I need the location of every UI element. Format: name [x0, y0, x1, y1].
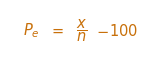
Text: $100$: $100$ [109, 23, 138, 39]
Text: $\dfrac{\mathit{x}}{\mathit{n}}$: $\dfrac{\mathit{x}}{\mathit{n}}$ [76, 18, 88, 44]
Text: $-$: $-$ [96, 24, 108, 38]
Text: $\mathit{P}_{\mathit{e}}$: $\mathit{P}_{\mathit{e}}$ [23, 22, 40, 40]
Text: $=$: $=$ [49, 24, 65, 38]
